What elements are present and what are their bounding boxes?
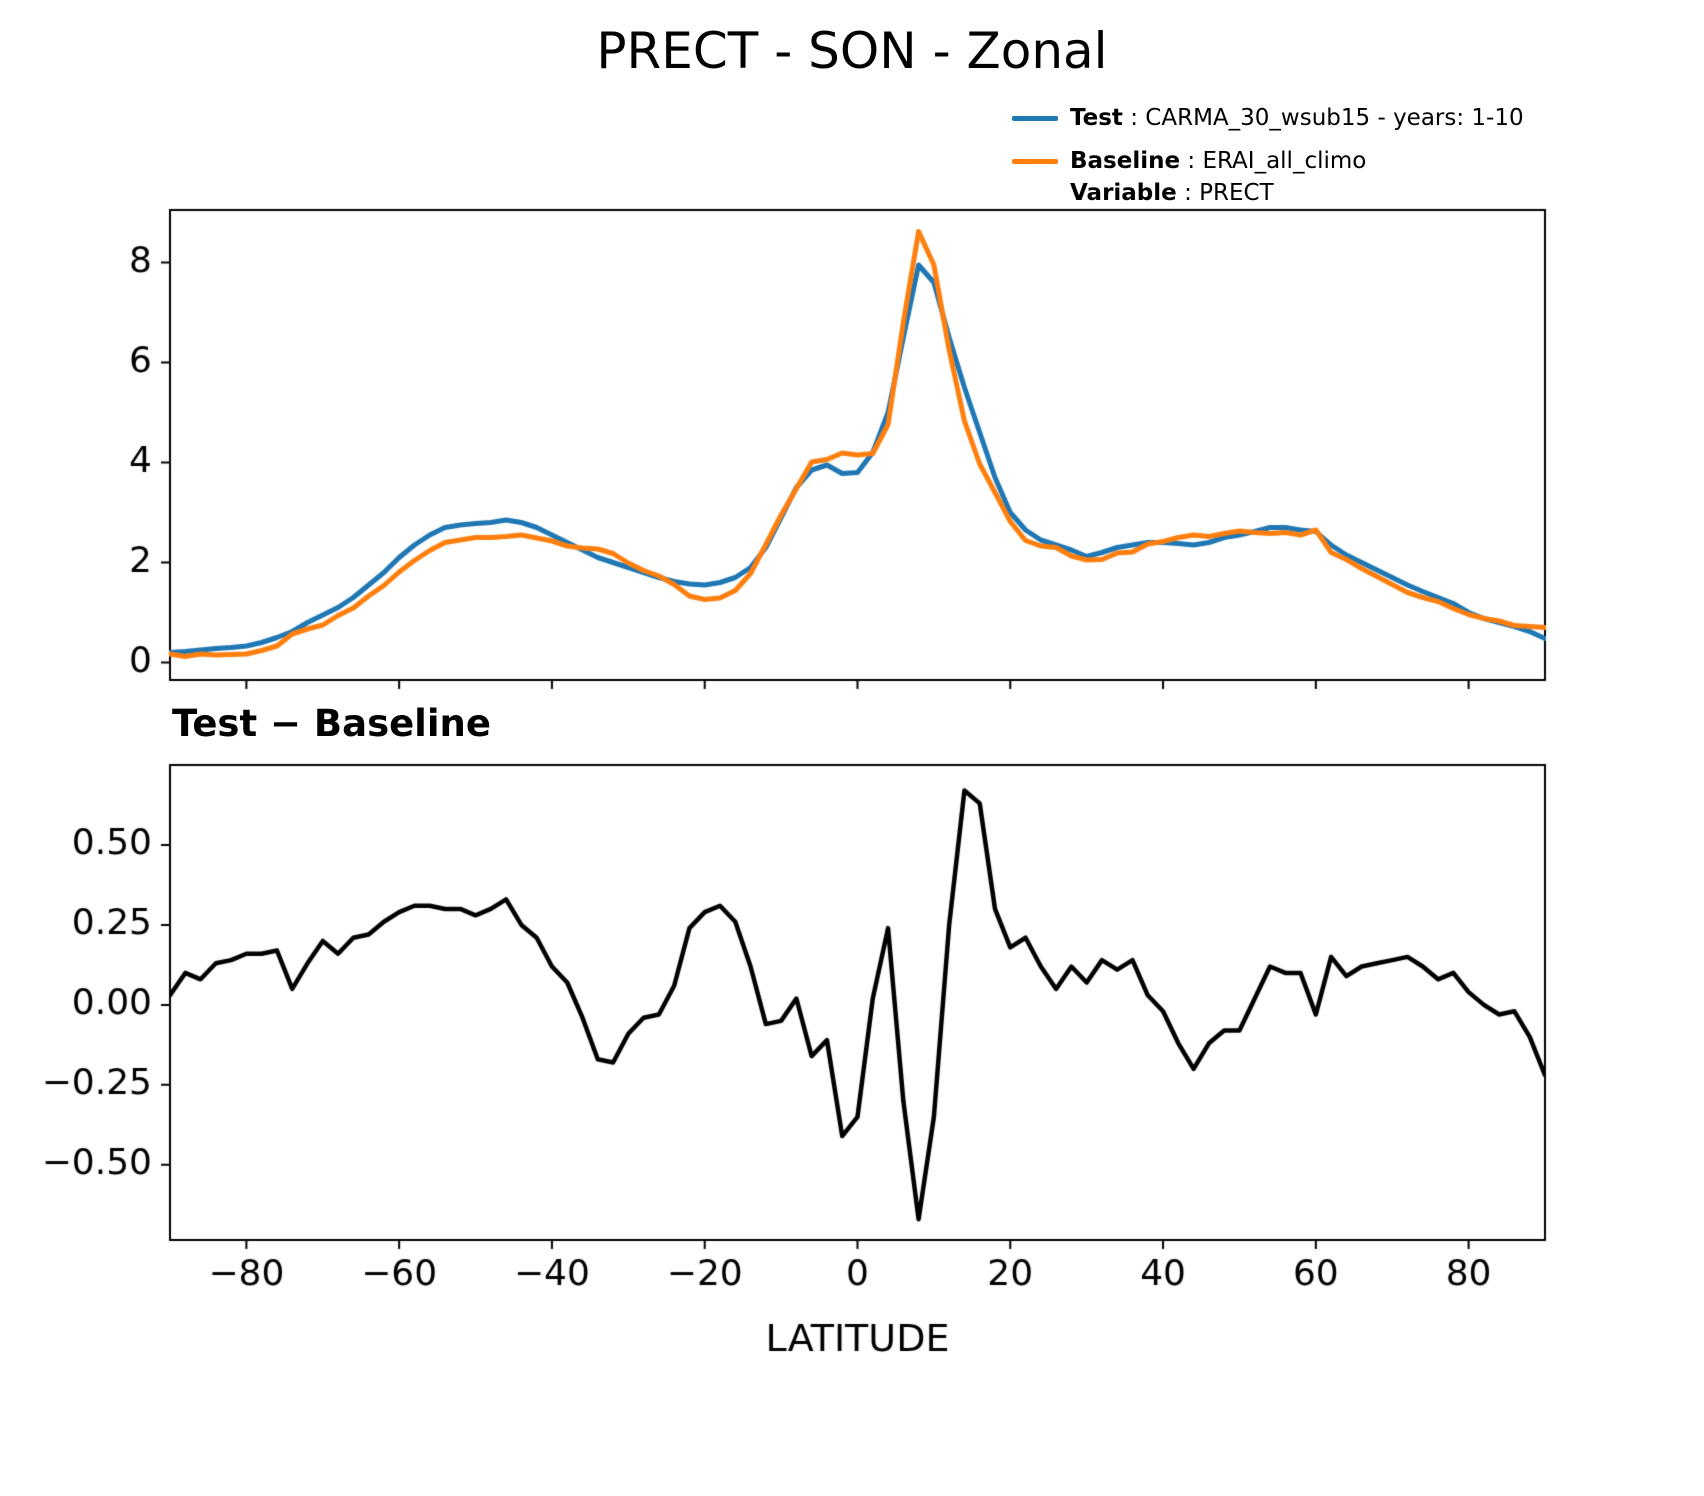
legend-variable-bold: Variable bbox=[1070, 179, 1177, 206]
chart-title: PRECT - SON - Zonal bbox=[596, 22, 1108, 80]
legend-test-text: : CARMA_30_wsub15 - years: 1-10 bbox=[1122, 105, 1524, 131]
baseline-line-swatch bbox=[1012, 159, 1058, 165]
legend-baseline-text: : ERAI_all_climo bbox=[1180, 147, 1367, 174]
legend-entry-test: Test : CARMA_30_wsub15 - years: 1-10 bbox=[1012, 104, 1524, 134]
legend-baseline-bold: Baseline bbox=[1070, 147, 1181, 174]
legend-test-label: Test : CARMA_30_wsub15 - years: 1-10 bbox=[1070, 104, 1524, 134]
legend-entry-variable: Variable : PRECT bbox=[1070, 179, 1524, 209]
legend-entry-baseline: Baseline : ERAI_all_climo bbox=[1012, 147, 1524, 177]
legend-variable-text: : PRECT bbox=[1176, 179, 1274, 206]
legend-variable-label: Variable : PRECT bbox=[1070, 179, 1274, 209]
legend: Test : CARMA_30_wsub15 - years: 1-10 Bas… bbox=[1012, 104, 1524, 209]
legend-test-bold: Test bbox=[1070, 105, 1123, 131]
legend-baseline-label: Baseline : ERAI_all_climo bbox=[1070, 147, 1366, 177]
diff-panel-title: Test − Baseline bbox=[172, 702, 491, 745]
test-line-swatch bbox=[1012, 116, 1058, 122]
